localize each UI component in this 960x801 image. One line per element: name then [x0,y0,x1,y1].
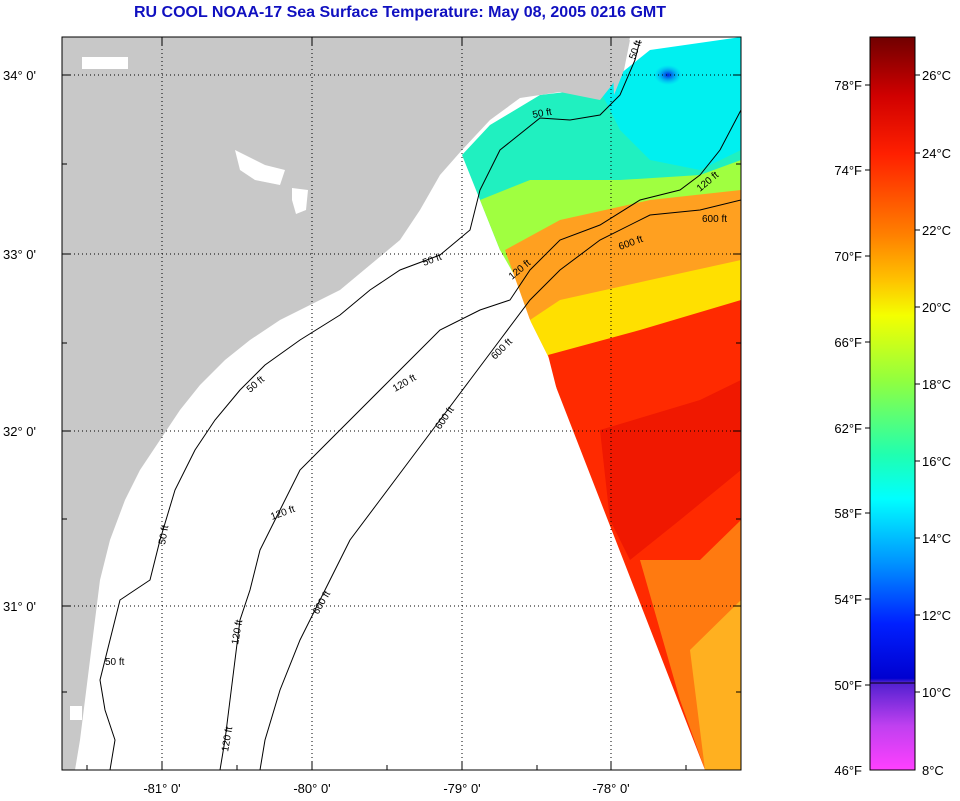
lat-label: 32° 0' [3,424,36,439]
colorbar-c-label: 20°C [922,300,951,315]
temperature-colorbar: 78°F 74°F 70°F 66°F 62°F 58°F 54°F 50°F … [834,36,951,778]
colorbar-c-label: 10°C [922,685,951,700]
colorbar-c-label: 14°C [922,531,951,546]
colorbar-f-label: 74°F [834,163,862,178]
lat-label: 31° 0' [3,599,36,614]
lat-label: 34° 0' [3,68,36,83]
colorbar-c-label: 18°C [922,377,951,392]
map-title: RU COOL NOAA-17 Sea Surface Temperature:… [133,4,667,21]
colorbar-f-label: 50°F [834,678,862,693]
colorbar-c-label: 16°C [922,454,951,469]
contour-label: 120 ft [230,619,245,646]
colorbar-c-label: 22°C [922,223,951,238]
contour-label: 50 ft [532,107,553,121]
contour-label: 600 ft [702,214,727,225]
colorbar-c-label: 26°C [922,68,951,83]
colorbar-f-label: 54°F [834,592,862,607]
lon-label: -80° 0' [293,781,330,796]
lat-labels: 34° 0' 33° 0' 32° 0' 31° 0' [3,68,36,614]
lon-label: -81° 0' [143,781,180,796]
colorbar-f-label: 46°F [834,763,862,778]
lon-label: -79° 0' [443,781,480,796]
colorbar-f-label: 62°F [834,421,862,436]
land-area [62,37,630,770]
contour-label: 50 ft [157,524,171,545]
colorbar-f-label: 70°F [834,249,862,264]
colorbar-f-label: 66°F [834,335,862,350]
depth-contours [99,39,741,770]
colorbar-c-label: 8°C [922,763,944,778]
map-frame [61,36,742,771]
colorbar-f-label: 58°F [834,506,862,521]
colorbar-f-label: 78°F [834,78,862,93]
colorbar-scale [869,36,916,771]
map-ticks [62,37,741,770]
lon-label: -78° 0' [592,781,629,796]
contour-label: 50 ft [105,657,125,668]
colorbar-c-label: 24°C [922,146,951,161]
contour-label: 120 ft [220,726,235,753]
colorbar-c-label: 12°C [922,608,951,623]
lat-label: 33° 0' [3,247,36,262]
lon-labels: -81° 0' -80° 0' -79° 0' -78° 0' [143,781,629,796]
